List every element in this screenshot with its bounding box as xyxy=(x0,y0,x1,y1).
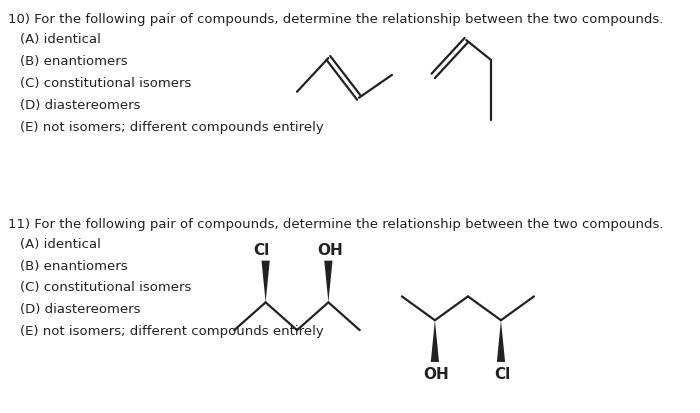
Text: (E) not isomers; different compounds entirely: (E) not isomers; different compounds ent… xyxy=(20,120,323,133)
Text: (E) not isomers; different compounds entirely: (E) not isomers; different compounds ent… xyxy=(20,325,323,337)
Text: 11) For the following pair of compounds, determine the relationship between the : 11) For the following pair of compounds,… xyxy=(8,217,664,230)
Text: (B) enantiomers: (B) enantiomers xyxy=(20,259,127,272)
Text: 10) For the following pair of compounds, determine the relationship between the : 10) For the following pair of compounds,… xyxy=(8,13,664,26)
Text: (A) identical: (A) identical xyxy=(20,33,100,46)
Text: (D) diastereomers: (D) diastereomers xyxy=(20,303,140,316)
Text: Cl: Cl xyxy=(494,366,511,381)
Polygon shape xyxy=(262,261,270,303)
Polygon shape xyxy=(324,261,332,303)
Text: (C) constitutional isomers: (C) constitutional isomers xyxy=(20,77,191,90)
Text: (A) identical: (A) identical xyxy=(20,237,100,250)
Text: OH: OH xyxy=(424,366,449,381)
Text: Cl: Cl xyxy=(253,242,270,257)
Text: (D) diastereomers: (D) diastereomers xyxy=(20,98,140,112)
Polygon shape xyxy=(497,320,505,362)
Text: OH: OH xyxy=(317,242,343,257)
Polygon shape xyxy=(430,320,439,362)
Text: (B) enantiomers: (B) enantiomers xyxy=(20,55,127,68)
Text: (C) constitutional isomers: (C) constitutional isomers xyxy=(20,281,191,294)
